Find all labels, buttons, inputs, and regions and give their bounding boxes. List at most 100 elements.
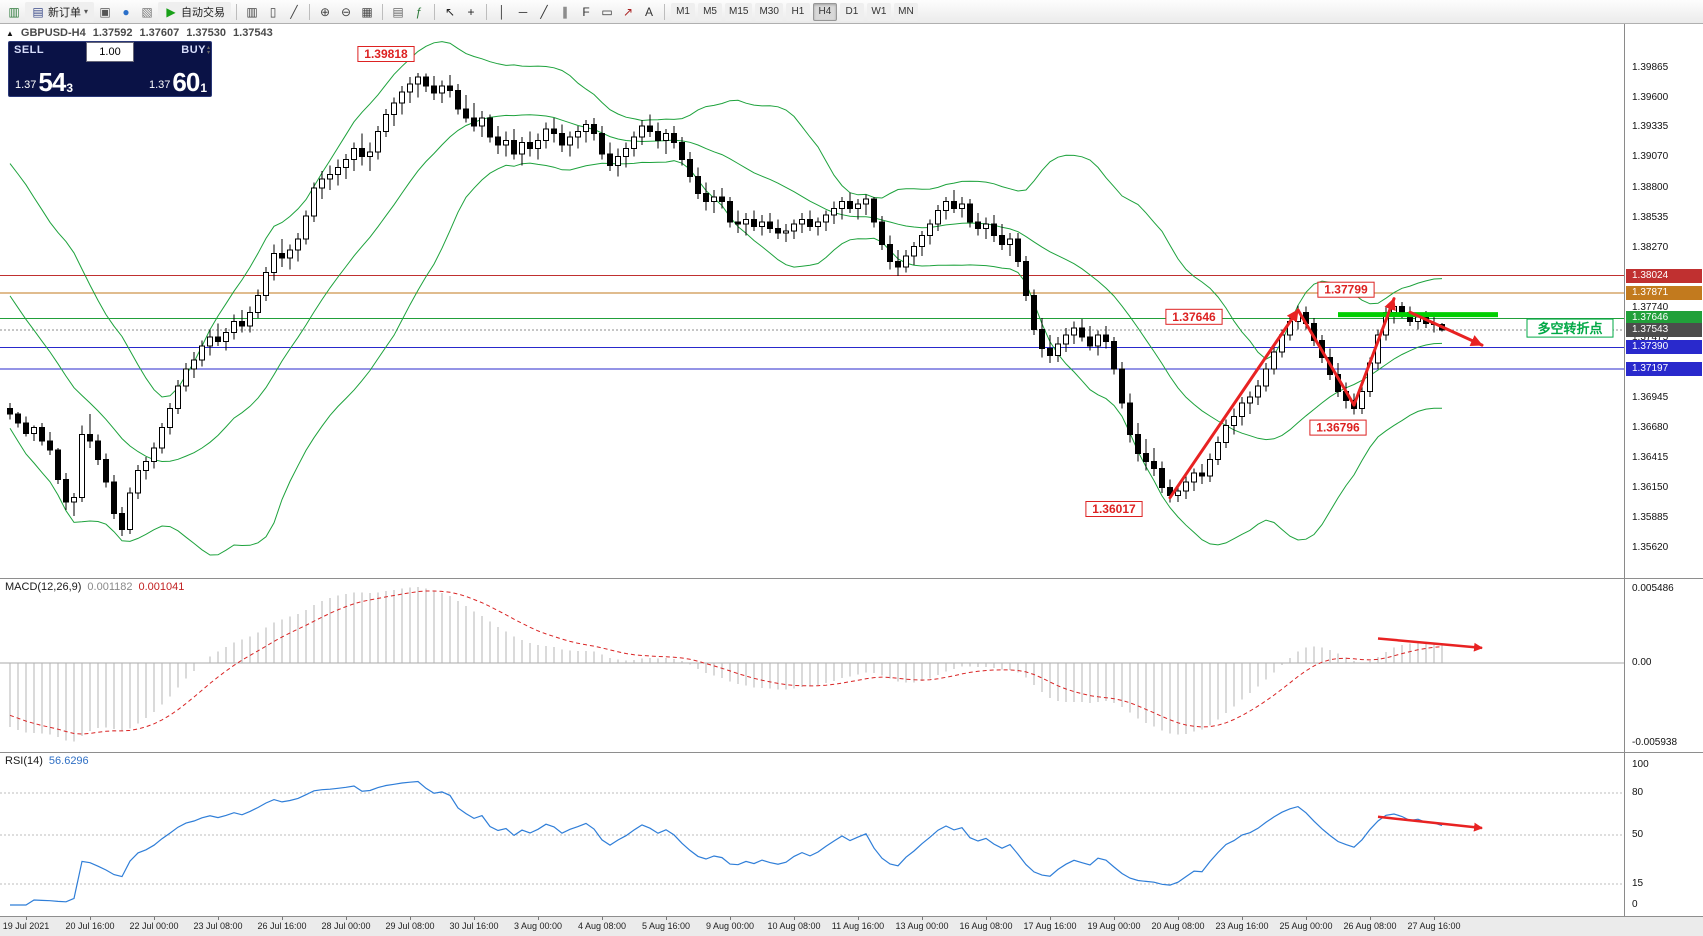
price-tick-label: 1.35620 [1632,541,1669,553]
candle-body [631,136,637,149]
price-annotation-box[interactable] [357,46,415,62]
timeframe-button-m1[interactable]: M1 [671,2,696,21]
candle-body [87,433,93,442]
autotrading-button-label: 自动交易 [181,6,226,19]
candle-body [767,221,773,230]
cursor-icon[interactable]: ↖ [444,4,456,19]
line-chart-icon[interactable]: ╱ [290,4,298,19]
candle-body [247,311,253,327]
time-tick-mark [410,917,411,920]
rsi-axis[interactable]: 100 80 50 15 0 [1624,753,1703,916]
sell-button[interactable]: SELL 1.37 54 3 [9,42,86,96]
trend-arrow-object[interactable] [1296,308,1356,407]
new-chart-icon[interactable]: ▥ [8,4,20,19]
price-annotation-box[interactable] [1085,501,1143,517]
time-tick-mark [346,917,347,920]
rsi-arrow-object[interactable] [1377,815,1483,832]
volume-input[interactable]: 1.00 [86,42,134,62]
price-chart-canvas[interactable]: 1.39818 1.37646 1.37799 1.36796 1.36017 多空转折点 [0,24,1624,578]
candle-body [263,272,269,296]
candle-body [239,320,245,327]
price-axis[interactable]: 1.39865 1.39600 1.39335 1.39070 1.38800 1.385… [1624,24,1703,578]
price-tick-label: 1.39865 [1632,61,1669,73]
trend-arrow-object[interactable] [1168,308,1300,500]
candle-body [151,447,157,462]
candle-body [583,124,589,132]
print-icon[interactable]: ▤ [392,4,404,19]
price-tick-label: 1.38270 [1632,241,1669,253]
new-order-icon: ▤ [32,4,44,19]
price-annotation-text: 1.37646 [1172,310,1216,324]
macd-axis[interactable]: 0.005486 0.00 -0.005938 [1624,579,1703,752]
macd-arrow-object[interactable] [1377,637,1483,652]
annotations-layer[interactable]: 1.39818 1.37646 1.37799 1.36796 1.36017 多空转折点 [357,46,1614,517]
vertical-line-icon[interactable]: │ [498,4,506,19]
time-label: 19 Jul 2021 [2,921,50,931]
fibonacci-icon[interactable]: F [582,4,590,19]
candle-body [1111,341,1117,370]
one-click-collapse-icon[interactable]: ▲ [6,28,14,38]
candle-body [783,230,789,234]
crosshair-icon[interactable]: + [467,4,475,19]
zoom-out-icon[interactable]: ⊖ [340,4,352,19]
rsi-canvas[interactable] [0,753,1624,916]
macd-tick-label: -0.005938 [1632,737,1678,749]
price-annotation-box[interactable] [1165,308,1223,325]
candle-body [567,136,573,146]
macd-label: MACD(12,26,9) 0.001182 0.001041 [5,581,185,593]
shapes-icon[interactable]: ▭ [601,4,613,19]
price-annotation-box[interactable] [1526,318,1614,338]
candle-body [815,221,821,227]
candle-body [383,113,389,132]
indicators-icon[interactable]: ƒ [415,4,423,19]
channel-icon[interactable]: ∥ [562,4,569,19]
text-icon[interactable]: A [645,4,654,19]
price-tick-label: 1.36680 [1632,421,1669,433]
price-tick-label: 1.36415 [1632,451,1669,463]
toolbar: ▥ ▤ 新订单 ▾ ▣ ● ▧ ▶ 自动交易 ▥ ▯ ╱ ⊕ ⊖ ▦ ▤ ƒ ↖ + │ ─ ╱ ∥ F ▭ ↗ A M1 M5 M15 M… [0,0,1703,24]
volume-wrap: 1.00 ▴ ▾ [86,42,210,96]
candle-body [967,203,973,223]
timeframe-button-mn[interactable]: MN [893,2,918,21]
timeframe-button-m15[interactable]: M15 [725,2,753,21]
price-annotation-box[interactable] [1309,419,1367,436]
candle-body [191,359,197,370]
candle-body [1015,238,1021,262]
hlines-layer[interactable] [0,275,1624,370]
candle-body [895,260,901,268]
candle-body [391,102,397,115]
timeframe-button-w1[interactable]: W1 [866,2,891,21]
timeframe-button-h4[interactable]: H4 [812,2,837,21]
trend-arrows[interactable] [1168,297,1484,500]
autotrading-button[interactable]: ▶ 自动交易 [158,1,232,22]
candlestick-icon[interactable]: ▯ [269,4,277,19]
candle-body [463,108,469,119]
horizontal-line-icon[interactable]: ─ [518,4,528,19]
new-order-button[interactable]: ▤ 新订单 ▾ [25,1,95,22]
time-axis[interactable]: 19 Jul 2021 20 Jul 16:00 22 Jul 00:00 23 Ju… [0,916,1703,936]
buy-button[interactable]: BUY 1.37 60 1 [134,42,211,96]
price-tick-label: 1.37475 [1632,331,1669,343]
timeframe-button-h1[interactable]: H1 [785,2,810,21]
timeframe-button-m30[interactable]: M30 [755,2,783,21]
volume-spinner[interactable]: ▴ ▾ [206,45,210,56]
zoom-in-icon[interactable]: ⊕ [319,4,331,19]
trendline-icon[interactable]: ╱ [540,4,548,19]
timeframe-button-d1[interactable]: D1 [839,2,864,21]
arrows-icon[interactable]: ↗ [622,4,634,19]
timeframe-button-m5[interactable]: M5 [698,2,723,21]
macd-canvas[interactable] [0,579,1624,752]
candle-body [711,196,717,202]
bar-chart-icon[interactable]: ▥ [246,4,258,19]
trend-arrow-object[interactable] [1408,310,1484,347]
tile-windows-icon[interactable]: ▦ [361,4,373,19]
time-tick-mark [730,917,731,920]
layers-icon[interactable]: ▧ [141,4,153,19]
time-tick-mark [154,917,155,920]
trend-arrow-object[interactable] [1352,297,1396,407]
candle-body [495,136,501,146]
community-icon[interactable]: ● [122,4,130,19]
time-label: 17 Aug 16:00 [1023,921,1077,931]
price-annotation-box[interactable] [1317,281,1375,298]
chart-window-icon[interactable]: ▣ [99,4,111,19]
